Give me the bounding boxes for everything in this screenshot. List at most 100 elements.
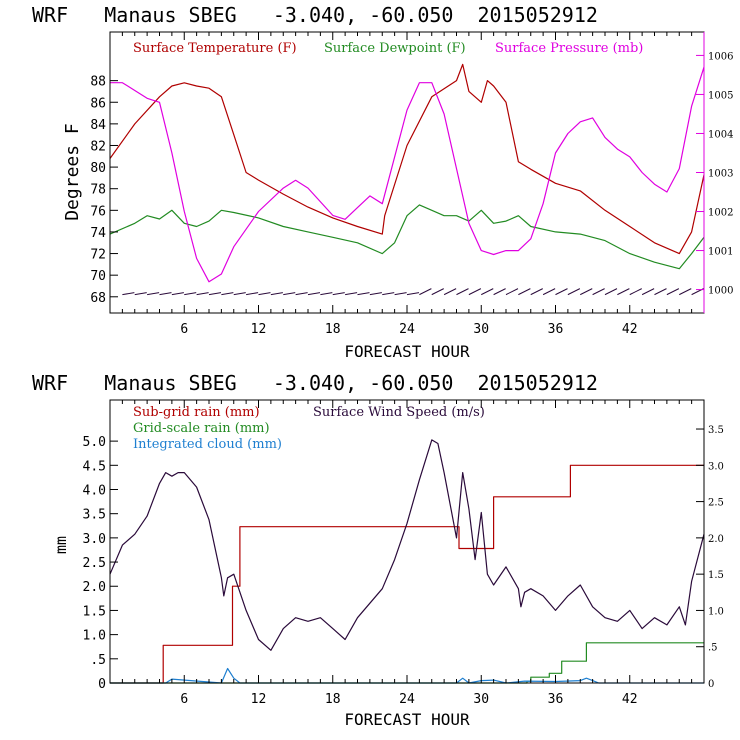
y-tick-label: 2.0: [83, 580, 106, 595]
chart-2-ticks: 6 12 18 24 30 36 42 0 .5 1.0 1.5 2.0 2.5 3.0 3.5 4.0 4.5…: [83, 400, 724, 707]
wind-barb: [406, 292, 420, 296]
wind-barb: [221, 292, 234, 296]
legend-integrated-cloud: Integrated cloud (mm): [133, 437, 282, 452]
wind-barb: [431, 288, 444, 296]
x-tick-label: 24: [399, 322, 415, 337]
chart-1-title: WRF Manaus SBEG -3.040, -60.050 20150529…: [32, 3, 598, 27]
x-tick-label: 42: [622, 692, 638, 707]
legend-surface-dewpoint: Surface Dewpoint (F): [324, 41, 466, 56]
x-tick-label: 36: [548, 692, 564, 707]
wind-barb: [270, 292, 283, 296]
y-tick-label: 2.5: [83, 556, 106, 571]
x-tick-label: 30: [473, 692, 489, 707]
x-tick-label: 18: [325, 322, 341, 337]
wind-barb: [604, 288, 618, 296]
wind-barb: [345, 292, 358, 296]
y-tick-label: 4.5: [83, 459, 106, 474]
wind-barb: [542, 288, 556, 296]
x-tick-label: 6: [180, 692, 188, 707]
x-tick-label: 24: [399, 692, 415, 707]
wind-barbs: [122, 288, 704, 296]
wind-barb: [134, 292, 147, 296]
chart-2-series: [109, 439, 705, 684]
wind-barb: [233, 292, 246, 296]
wind-barb: [246, 292, 259, 296]
y2-tick-label: 1000: [708, 286, 733, 297]
y2-tick-label: 3.0: [708, 461, 724, 472]
y2-tick-label: 3.5: [708, 425, 724, 436]
y-tick-label: 80: [90, 161, 106, 176]
chart-2-title: WRF Manaus SBEG -3.040, -60.050 20150529…: [32, 371, 598, 395]
wind-barb: [394, 292, 407, 296]
wind-barb: [456, 288, 469, 296]
chart-1-y-axis-label: Degrees F: [62, 123, 83, 221]
wind-barb: [307, 292, 321, 296]
chart-1-ticks: 6 12 18 24 30 36 42 68 70 72 74 76 78 80 82 84 86 88 1000 1…: [90, 32, 733, 337]
y-tick-label: 68: [90, 291, 106, 306]
wind-barb: [592, 288, 605, 296]
wind-barb: [283, 292, 296, 296]
y-tick-label: 3.5: [83, 508, 106, 523]
y-tick-label: 84: [90, 118, 106, 133]
y2-tick-label: 1.5: [708, 570, 724, 581]
y2-tick-label: 1005: [708, 90, 733, 101]
y-tick-label: 70: [90, 269, 106, 284]
wind-barb: [357, 292, 370, 296]
wind-barb: [295, 292, 308, 296]
legend-grid-scale-rain: Grid-scale rain (mm): [133, 421, 270, 436]
wind-barb: [159, 292, 172, 296]
wind-barb: [320, 292, 333, 296]
series-line-surface-pressure-mb: [110, 66, 705, 283]
x-tick-label: 6: [180, 322, 188, 337]
wind-barb: [567, 288, 581, 296]
x-tick-label: 18: [325, 692, 341, 707]
y-tick-label: 4.0: [83, 483, 106, 498]
y-tick-label: 1.0: [83, 629, 106, 644]
legend-surface-temperature: Surface Temperature (F): [133, 41, 297, 56]
legend-sub-grid-rain: Sub-grid rain (mm): [133, 405, 260, 420]
wind-barb: [679, 288, 692, 296]
legend-surface-pressure: Surface Pressure (mb): [495, 41, 643, 56]
y2-tick-label: .5: [708, 643, 718, 654]
x-tick-label: 12: [251, 692, 267, 707]
chart-2-x-axis-label: FORECAST HOUR: [344, 710, 470, 729]
y2-tick-label: 1003: [708, 169, 733, 180]
chart-1-plot-frame: [109, 31, 705, 314]
wind-barb: [419, 288, 432, 296]
wind-barb: [122, 292, 135, 296]
wind-barb: [530, 288, 543, 296]
chart-2-y-axis-label: mm: [52, 536, 70, 554]
series-line-surface-dewpoint-f: [109, 204, 705, 270]
chart-1-x-axis-label: FORECAST HOUR: [344, 342, 470, 361]
wind-barb: [382, 292, 395, 296]
wind-barb: [617, 288, 630, 296]
wind-barb: [468, 288, 482, 296]
y-tick-label: 5.0: [83, 435, 106, 450]
y-tick-label: 82: [90, 139, 106, 154]
wind-barb: [518, 288, 531, 296]
wind-barb: [208, 292, 222, 296]
y-tick-label: 1.5: [83, 604, 106, 619]
x-tick-label: 30: [473, 322, 489, 337]
wind-barb: [580, 288, 593, 296]
chart-1: WRF Manaus SBEG -3.040, -60.050 20150529…: [32, 3, 733, 361]
y-tick-label: 88: [90, 75, 106, 90]
x-tick-label: 42: [622, 322, 638, 337]
wind-barb: [443, 288, 457, 296]
y-tick-label: 0: [98, 677, 106, 692]
wind-barb: [654, 288, 667, 296]
y-tick-label: 86: [90, 96, 106, 111]
wind-barb: [505, 288, 519, 296]
wind-barb: [258, 292, 271, 296]
y2-tick-label: 2.0: [708, 534, 724, 545]
wind-barb: [147, 292, 160, 296]
wind-barb: [332, 292, 345, 296]
y-tick-label: 72: [90, 248, 106, 263]
chart-1-series: [109, 63, 705, 283]
x-tick-label: 36: [548, 322, 564, 337]
wind-barb: [629, 288, 642, 296]
wind-barb: [369, 292, 382, 296]
wind-barb: [171, 292, 184, 296]
wind-barb: [493, 288, 506, 296]
